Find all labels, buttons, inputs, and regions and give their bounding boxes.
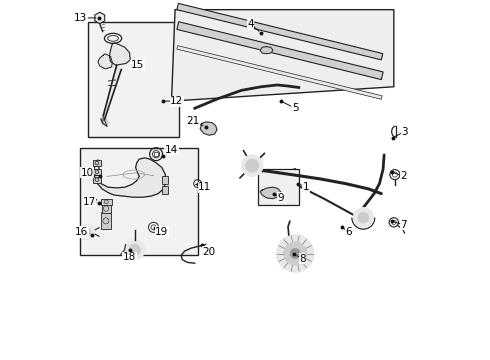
Circle shape — [82, 228, 91, 236]
Circle shape — [78, 224, 95, 240]
Polygon shape — [103, 65, 122, 120]
Text: 12: 12 — [170, 96, 183, 106]
Circle shape — [358, 212, 368, 223]
Polygon shape — [98, 54, 112, 69]
Polygon shape — [260, 46, 273, 54]
Circle shape — [245, 159, 259, 172]
Text: 4: 4 — [247, 19, 254, 29]
Text: 18: 18 — [123, 252, 136, 262]
Text: 5: 5 — [292, 103, 298, 113]
Bar — [80, 148, 198, 255]
Polygon shape — [177, 22, 383, 80]
Polygon shape — [177, 3, 383, 60]
Polygon shape — [95, 12, 105, 24]
Text: 10: 10 — [81, 168, 94, 178]
Bar — [93, 169, 101, 175]
Circle shape — [290, 248, 300, 258]
Bar — [101, 212, 111, 229]
Text: 6: 6 — [345, 227, 352, 237]
Text: 7: 7 — [400, 220, 407, 230]
Text: 3: 3 — [401, 127, 408, 136]
Polygon shape — [200, 122, 217, 135]
Bar — [162, 176, 168, 184]
Text: 15: 15 — [131, 60, 144, 70]
Bar — [154, 152, 158, 156]
Bar — [258, 169, 299, 205]
Text: 20: 20 — [202, 247, 216, 257]
Circle shape — [124, 240, 145, 260]
Bar — [93, 160, 101, 166]
Bar — [162, 186, 168, 194]
Text: 2: 2 — [400, 171, 407, 181]
Text: 16: 16 — [75, 227, 89, 237]
Circle shape — [276, 235, 314, 272]
Circle shape — [284, 242, 307, 265]
Polygon shape — [109, 43, 130, 65]
Text: 19: 19 — [155, 227, 169, 237]
Polygon shape — [177, 46, 382, 99]
Text: 21: 21 — [186, 116, 199, 126]
Polygon shape — [260, 187, 281, 199]
Polygon shape — [94, 158, 166, 197]
Bar — [88, 22, 179, 137]
Text: 9: 9 — [277, 193, 284, 203]
Bar — [93, 177, 101, 183]
Bar — [101, 204, 111, 213]
Text: 8: 8 — [299, 254, 306, 264]
Polygon shape — [172, 10, 394, 101]
Bar — [101, 199, 112, 205]
Polygon shape — [101, 116, 108, 126]
Circle shape — [129, 244, 140, 256]
Text: 14: 14 — [165, 144, 178, 154]
Text: 1: 1 — [303, 182, 309, 192]
Text: 17: 17 — [82, 197, 96, 207]
Circle shape — [242, 155, 263, 176]
Circle shape — [353, 208, 373, 228]
Text: 11: 11 — [198, 182, 212, 192]
Text: 13: 13 — [74, 13, 87, 23]
